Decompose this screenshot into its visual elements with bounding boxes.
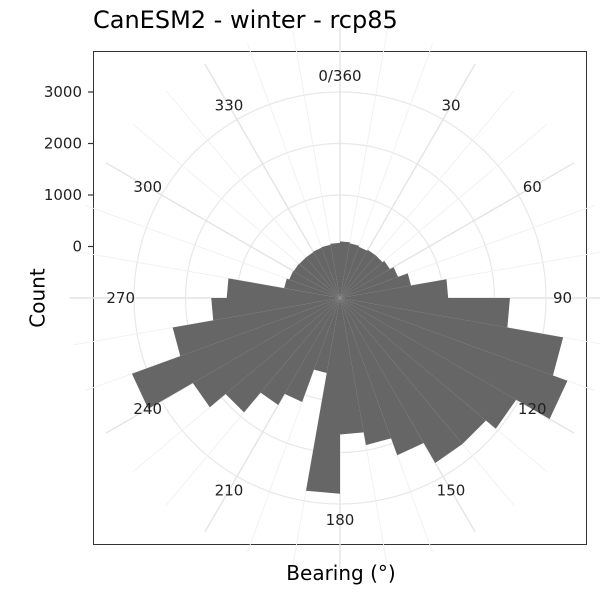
bar-265 <box>211 298 340 321</box>
bar-45 <box>340 255 383 298</box>
bar-255 <box>172 298 340 357</box>
bar-105 <box>340 298 564 376</box>
bar-195 <box>313 298 340 374</box>
angle-tick-label-240: 240 <box>133 400 162 418</box>
bar-245 <box>131 298 340 409</box>
angle-tick-label-90: 90 <box>553 289 572 307</box>
bar-25 <box>340 246 368 298</box>
radial-tick-label-3000: 3000 <box>44 83 82 101</box>
bar-125 <box>340 298 517 429</box>
chart-title: CanESM2 - winter - rcp85 <box>93 6 398 34</box>
bar-225 <box>225 298 340 413</box>
angle-tick-label-300: 300 <box>133 178 162 196</box>
angle-tick-label-120: 120 <box>518 400 547 418</box>
angle-tick-label-30: 30 <box>441 97 460 115</box>
bar-285 <box>284 278 340 298</box>
angle-tick-label-180: 180 <box>326 511 355 529</box>
bar-115 <box>340 298 568 420</box>
radial-tick-label-1000: 1000 <box>44 186 82 204</box>
bar-205 <box>284 298 340 403</box>
bar-295 <box>289 270 340 298</box>
bar-165 <box>340 298 392 446</box>
bar-215 <box>260 298 340 406</box>
x-axis-label: Bearing (°) <box>286 561 396 585</box>
radial-tick-label-0: 0 <box>72 238 82 256</box>
bar-185 <box>306 298 340 494</box>
angle-tick-label-0: 0/360 <box>318 67 361 85</box>
bar-235 <box>192 298 340 408</box>
y-axis-label: Count <box>25 268 50 328</box>
bar-145 <box>340 298 463 464</box>
grid-spoke-290 <box>85 205 341 299</box>
bar-345 <box>321 244 340 298</box>
bar-355 <box>330 242 340 298</box>
bar-65 <box>340 267 399 298</box>
bar-5 <box>340 241 350 298</box>
bar-55 <box>340 260 390 298</box>
angle-tick-label-150: 150 <box>437 481 466 499</box>
grid-spoke-50 <box>339 123 548 299</box>
bar-275 <box>226 278 340 298</box>
angle-tick-label-330: 330 <box>215 97 244 115</box>
bar-175 <box>340 298 364 435</box>
bar-95 <box>340 298 510 328</box>
bar-135 <box>340 298 486 444</box>
bar-325 <box>305 252 340 298</box>
angle-tick-label-270: 270 <box>106 289 135 307</box>
radial-tick-label-2000: 2000 <box>44 135 82 153</box>
angle-tick-label-60: 60 <box>523 178 542 196</box>
bar-85 <box>340 279 449 298</box>
bar-35 <box>340 249 376 298</box>
angle-tick-label-210: 210 <box>215 481 244 499</box>
bar-155 <box>340 298 424 456</box>
bar-75 <box>340 273 412 298</box>
bar-335 <box>313 247 340 298</box>
bar-15 <box>340 243 360 298</box>
bar-315 <box>299 257 340 298</box>
bar-305 <box>293 263 340 298</box>
